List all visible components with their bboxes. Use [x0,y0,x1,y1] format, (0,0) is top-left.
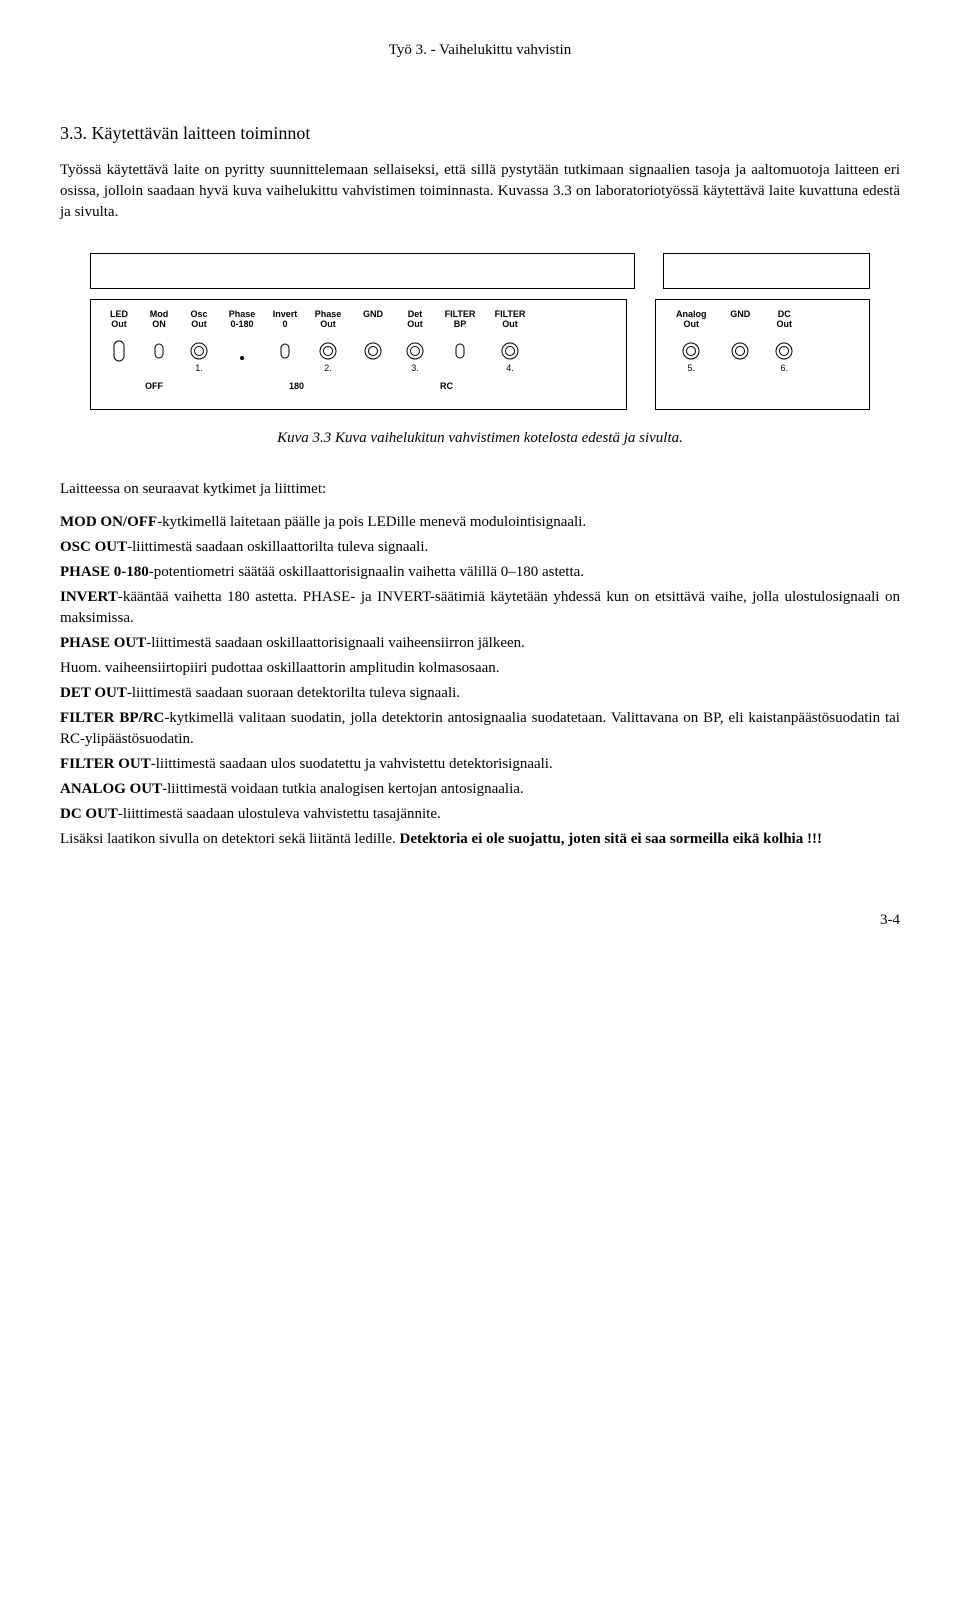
oval-icon [154,343,164,359]
panel-label: GND [351,310,395,320]
connector-icon [501,342,519,360]
item-line: FILTER BP/RC-kytkimellä valitaan suodati… [60,708,900,750]
tall-oval-icon [113,340,125,362]
panel-label: GND [718,310,762,320]
panel-icon-col: 4. [485,340,535,374]
front-panel: LEDOutModONOscOutPhase0-180Invert0PhaseO… [90,299,627,409]
device-diagram: LEDOutModONOscOutPhase0-180Invert0PhaseO… [90,253,870,409]
oval-icon [280,343,290,359]
top-box-right [663,253,871,289]
panel-icon-col: 3. [395,340,435,374]
panel-label: DetOut [395,310,435,330]
section-title: 3.3. Käytettävän laitteen toiminnot [60,121,900,146]
panel-icon-col [435,340,485,364]
connector-icon [406,342,424,360]
panel-label: PhaseOut [305,310,351,330]
connector-icon [731,342,749,360]
panel-label: Phase0-180 [219,310,265,330]
panel-icon-col [99,340,139,364]
item-line: ANALOG OUT-liittimestä voidaan tutkia an… [60,779,900,800]
final-line: Lisäksi laatikon sivulla on detektori se… [60,829,900,850]
panel-label: Invert0 [265,310,305,330]
side-panel: AnalogOutGNDDCOut 5. 6. [655,299,870,409]
intro-paragraph: Työssä käytettävä laite on pyritty suunn… [60,160,900,223]
panel-label: OscOut [179,310,219,330]
lead-line: Laitteessa on seuraavat kytkimet ja liit… [60,479,900,500]
bottom-label: OFF [145,380,163,393]
top-box-left [90,253,635,289]
connector-icon [682,342,700,360]
panel-icon-col [219,340,265,366]
item-line: DET OUT-liittimestä saadaan suoraan dete… [60,683,900,704]
item-line: FILTER OUT-liittimestä saadaan ulos suod… [60,754,900,775]
item-line: MOD ON/OFF-kytkimellä laitetaan päälle j… [60,512,900,533]
panel-label: FILTEROut [485,310,535,330]
figure-caption: Kuva 3.3 Kuva vaihelukitun vahvistimen k… [60,428,900,449]
panel-icon-col: 1. [179,340,219,374]
panel-label: DCOut [762,310,806,330]
huom-line: Huom. vaiheensiirtopiiri pudottaa oskill… [60,658,900,679]
panel-icon-col [265,340,305,364]
panel-label: ModON [139,310,179,330]
panel-icon-col [718,340,762,364]
page-header: Työ 3. - Vaihelukittu vahvistin [60,40,900,61]
panel-label: FILTERBP [435,310,485,330]
page-number: 3-4 [60,910,900,931]
panel-icon-col [139,340,179,364]
bottom-label: RC [440,380,453,393]
final-pre: Lisäksi laatikon sivulla on detektori se… [60,831,400,847]
connector-icon [364,342,382,360]
item-line: INVERT-kääntää vaihetta 180 astetta. PHA… [60,587,900,629]
final-bold: Detektoria ei ole suojattu, joten sitä e… [400,831,822,847]
dot-icon [238,354,246,362]
body-text: Laitteessa on seuraavat kytkimet ja liit… [60,479,900,850]
panel-icon-col: 6. [762,340,806,374]
item-line: OSC OUT-liittimestä saadaan oskillaattor… [60,537,900,558]
panel-icon-col: 5. [664,340,718,374]
connector-icon [775,342,793,360]
item-line: PHASE 0-180-potentiometri säätää oskilla… [60,562,900,583]
panel-icon-col [351,340,395,364]
panel-icon-col: 2. [305,340,351,374]
panel-label: AnalogOut [664,310,718,330]
oval-icon [455,343,465,359]
item-line: DC OUT-liittimestä saadaan ulostuleva va… [60,804,900,825]
bottom-label: 180 [289,380,304,393]
item-line: PHASE OUT-liittimestä saadaan oskillaatt… [60,633,900,654]
panel-label: LEDOut [99,310,139,330]
connector-icon [319,342,337,360]
connector-icon [190,342,208,360]
